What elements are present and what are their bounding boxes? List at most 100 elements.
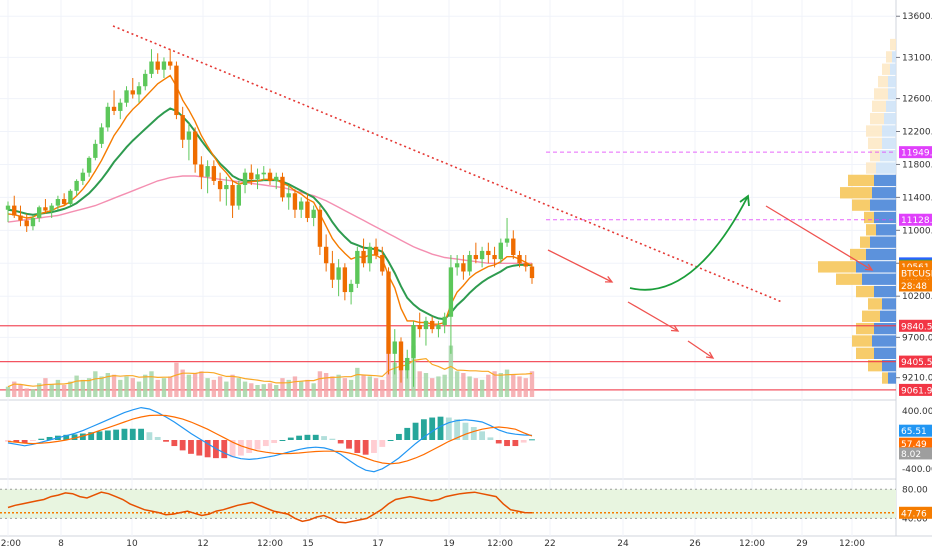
macd-histogram-bar	[404, 427, 411, 440]
rsi-pane	[0, 488, 896, 524]
macd-histogram-bar	[138, 428, 144, 440]
profile-buy	[868, 137, 882, 150]
arrow-down-3	[687, 340, 714, 359]
candle-body	[12, 205, 17, 216]
profile-sell	[874, 174, 896, 187]
candle-body	[192, 131, 198, 165]
volume-bar	[423, 373, 429, 397]
macd-histogram-bar	[354, 440, 361, 453]
candle-body	[479, 250, 485, 260]
macd-histogram-bar	[445, 417, 452, 440]
sma-long-line	[7, 175, 532, 264]
profile-buy	[864, 211, 874, 224]
grid	[0, 0, 896, 536]
price-tag: 9061.94	[901, 386, 932, 396]
macd-histogram-bar	[163, 440, 169, 442]
profile-sell	[882, 360, 896, 372]
time-tick-label: 8	[58, 539, 64, 549]
candle-body	[417, 325, 422, 330]
volume-bar	[161, 378, 167, 397]
price-tag-box	[899, 279, 932, 292]
volume-bar	[68, 381, 73, 397]
profile-buy	[866, 224, 876, 236]
macd-histogram-bar	[362, 440, 369, 455]
volume-bar	[367, 376, 372, 397]
candle-body	[392, 341, 397, 354]
candle-body	[473, 255, 479, 260]
price-tag: 11949.23	[901, 149, 932, 159]
volume-bar	[99, 376, 104, 397]
signal-value-tag: 57.49	[901, 440, 927, 450]
profile-buy	[852, 335, 872, 347]
macd-histogram-bar	[470, 427, 477, 440]
candle-body	[43, 207, 48, 211]
macd-tick-label: -400.00	[902, 465, 932, 475]
volume-bar	[24, 388, 29, 397]
volume-bar	[224, 381, 229, 397]
time-tick-label: 12:00	[839, 539, 865, 549]
profile-sell	[880, 310, 896, 322]
candle-body	[280, 176, 285, 198]
macd-histogram-bar	[254, 440, 261, 450]
candle-body	[373, 246, 379, 256]
candle-body	[323, 246, 329, 264]
volume-bar	[323, 373, 329, 397]
volume-bar	[168, 376, 173, 397]
arrow-down-3-head	[705, 351, 715, 359]
drawings[interactable]	[112, 25, 874, 359]
candles[interactable]	[5, 49, 535, 387]
volume-bar	[180, 369, 185, 397]
candle-body	[286, 193, 291, 198]
profile-buy	[850, 248, 866, 261]
candle-body	[342, 267, 348, 293]
candle-body	[486, 250, 491, 256]
macd-histogram-bar	[346, 440, 352, 449]
volume-bar	[511, 374, 516, 397]
volume-bar	[473, 378, 479, 397]
macd-histogram-bar	[196, 440, 203, 456]
macd-histogram-bar	[271, 440, 278, 444]
volume-bar	[342, 378, 348, 397]
profile-buy	[870, 112, 884, 125]
candle-body	[274, 176, 279, 181]
candle-body	[211, 166, 217, 181]
profile-buy	[840, 187, 872, 199]
profile-buy	[836, 273, 862, 285]
profile-sell	[874, 211, 896, 224]
volume-bar	[43, 378, 48, 397]
profile-buy	[866, 162, 876, 174]
volume-bar	[442, 374, 447, 397]
macd-histogram-bar	[46, 436, 53, 440]
candle-body	[330, 263, 335, 280]
candle-body	[130, 90, 135, 95]
profile-sell	[876, 224, 896, 236]
profile-buy	[872, 100, 886, 112]
time-tick-label: 12:00	[257, 539, 283, 549]
macd-histogram-bar	[296, 435, 303, 440]
macd-histogram-bar	[321, 436, 327, 440]
profile-buy	[856, 322, 874, 335]
volume-bar	[355, 367, 360, 397]
volume-bar	[130, 378, 135, 397]
volume-bar	[74, 375, 79, 397]
candle-body	[523, 263, 528, 267]
candle-body	[68, 190, 73, 204]
macd-histogram-bar	[387, 440, 394, 441]
profile-sell	[874, 322, 896, 335]
price-tick-label: 13600.00	[902, 12, 932, 22]
candle-body	[230, 185, 235, 206]
profile-sell	[872, 187, 896, 199]
hist-value-tag-box	[899, 447, 932, 460]
volume-bar	[436, 376, 441, 397]
profile-buy	[856, 285, 874, 298]
rsi-value-tag-box	[899, 506, 932, 519]
time-tick-label: 12:00	[487, 539, 513, 549]
profile-sell	[870, 199, 896, 211]
volume-bar	[517, 376, 522, 397]
volume-bar	[249, 383, 254, 397]
volume-bar	[49, 384, 54, 397]
volume-bar	[430, 378, 435, 397]
macd-histogram-bar	[21, 440, 28, 444]
